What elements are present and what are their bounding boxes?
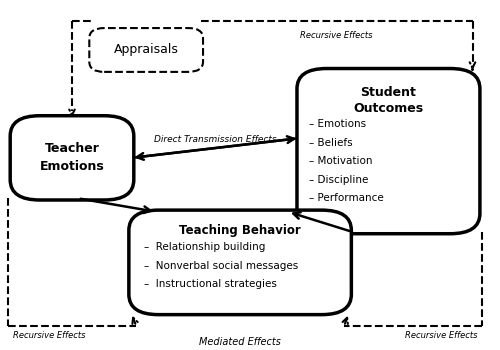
Text: Mediated Effects: Mediated Effects [199, 337, 281, 346]
Text: Outcomes: Outcomes [354, 103, 424, 116]
Text: – Discipline: – Discipline [310, 175, 368, 185]
FancyBboxPatch shape [129, 210, 352, 315]
Text: Recursive Effects: Recursive Effects [300, 32, 373, 41]
FancyBboxPatch shape [10, 116, 134, 200]
Text: –  Relationship building: – Relationship building [144, 242, 265, 252]
Text: Direct Transmission Effects: Direct Transmission Effects [154, 135, 276, 145]
Text: –  Instructional strategies: – Instructional strategies [144, 279, 276, 289]
Text: Teaching Behavior: Teaching Behavior [179, 224, 301, 237]
FancyBboxPatch shape [90, 28, 203, 72]
Text: Recursive Effects: Recursive Effects [405, 331, 477, 341]
Text: Appraisals: Appraisals [114, 43, 178, 56]
Text: Teacher
Emotions: Teacher Emotions [40, 142, 104, 173]
Text: – Motivation: – Motivation [310, 156, 373, 166]
Text: Student: Student [360, 86, 416, 99]
Text: Recursive Effects: Recursive Effects [12, 331, 85, 341]
Text: – Beliefs: – Beliefs [310, 138, 353, 148]
FancyBboxPatch shape [297, 69, 480, 234]
Text: – Performance: – Performance [310, 193, 384, 203]
Text: – Emotions: – Emotions [310, 119, 366, 129]
Text: –  Nonverbal social messages: – Nonverbal social messages [144, 261, 298, 271]
